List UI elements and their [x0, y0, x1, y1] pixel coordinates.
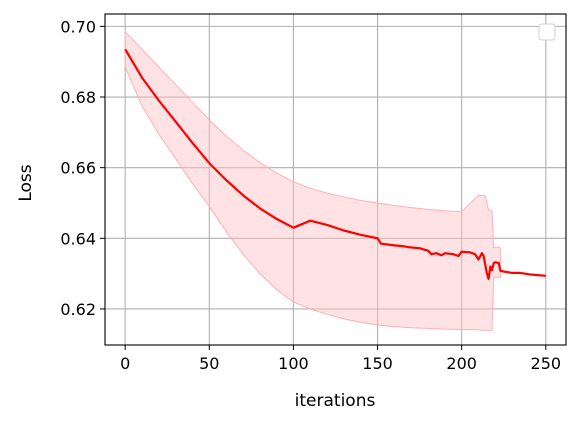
x-tick-label: 250	[531, 354, 562, 373]
y-axis-ticks: 0.62 0.64 0.66 0.68 0.70	[60, 17, 105, 319]
y-tick-label: 0.68	[60, 88, 96, 107]
series-lines	[124, 48, 546, 280]
legend-box	[538, 23, 556, 41]
loss-line	[124, 48, 546, 280]
confidence-band	[124, 30, 501, 331]
y-tick-label: 0.62	[60, 300, 96, 319]
x-tick-label: 200	[446, 354, 477, 373]
confidence-band-area	[124, 30, 501, 331]
y-tick-label: 0.64	[60, 229, 96, 248]
x-tick-label: 150	[362, 354, 393, 373]
plot-frame	[104, 13, 567, 346]
y-axis-label: Loss	[16, 164, 36, 201]
x-axis-label: iterations	[295, 391, 376, 411]
x-tick-label: 100	[278, 354, 309, 373]
x-tick-label: 50	[199, 354, 219, 373]
x-tick-label: 0	[120, 354, 130, 373]
x-axis-ticks: 0 50 100 150 200 250	[120, 345, 561, 373]
y-tick-label: 0.70	[60, 17, 96, 36]
y-tick-label: 0.66	[60, 159, 96, 178]
